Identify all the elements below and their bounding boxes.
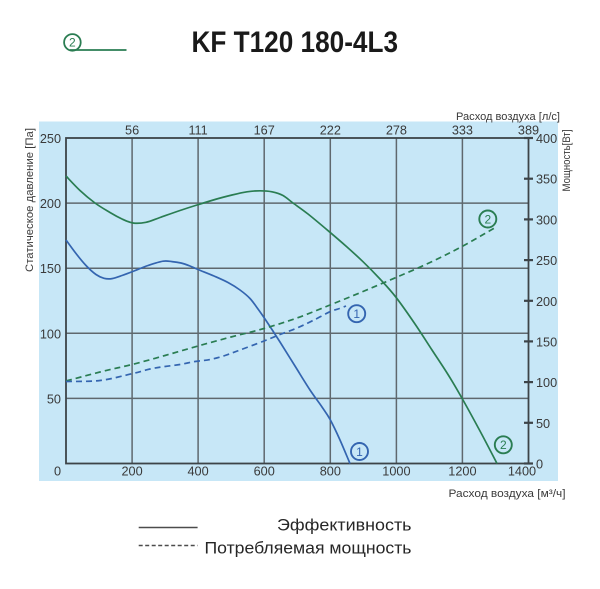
svg-text:250: 250: [536, 254, 557, 268]
svg-text:800: 800: [320, 465, 341, 479]
svg-text:Статическое давление [Па]: Статическое давление [Па]: [24, 128, 36, 272]
svg-text:400: 400: [536, 132, 557, 146]
svg-text:1400: 1400: [508, 465, 536, 479]
svg-text:333: 333: [452, 123, 473, 137]
svg-text:1: 1: [356, 445, 363, 459]
svg-text:1200: 1200: [448, 465, 476, 479]
svg-text:Потребляемая мощность: Потребляемая мощность: [205, 538, 412, 557]
svg-text:250: 250: [40, 132, 61, 146]
svg-text:2: 2: [500, 438, 507, 452]
svg-text:Расход воздуха [м³/ч]: Расход воздуха [м³/ч]: [449, 488, 566, 500]
svg-text:0: 0: [54, 465, 61, 479]
svg-text:Расход воздуха [л/с]: Расход воздуха [л/с]: [456, 111, 560, 123]
svg-text:1: 1: [353, 307, 360, 321]
svg-text:0: 0: [536, 458, 543, 472]
svg-text:400: 400: [188, 465, 209, 479]
svg-text:200: 200: [122, 465, 143, 479]
svg-text:2: 2: [69, 36, 76, 50]
svg-text:KF T120 180-4L3: KF T120 180-4L3: [192, 26, 399, 59]
svg-text:150: 150: [536, 335, 557, 349]
svg-text:200: 200: [536, 295, 557, 309]
svg-text:300: 300: [536, 213, 557, 227]
svg-text:2: 2: [484, 212, 491, 226]
svg-text:100: 100: [40, 327, 61, 341]
svg-text:278: 278: [386, 123, 407, 137]
svg-text:56: 56: [125, 123, 139, 137]
svg-text:111: 111: [188, 123, 207, 137]
svg-text:600: 600: [254, 465, 275, 479]
svg-text:50: 50: [47, 392, 61, 406]
svg-text:222: 222: [320, 123, 341, 137]
svg-text:167: 167: [254, 123, 275, 137]
svg-text:1000: 1000: [382, 465, 410, 479]
svg-text:50: 50: [536, 417, 550, 431]
svg-text:Эффективность: Эффективность: [277, 516, 412, 535]
svg-text:100: 100: [536, 376, 557, 390]
svg-text:350: 350: [536, 173, 557, 187]
svg-text:389: 389: [518, 123, 539, 137]
svg-text:200: 200: [40, 197, 61, 211]
svg-text:Мощность[Вт]: Мощность[Вт]: [561, 130, 573, 192]
svg-text:150: 150: [40, 262, 61, 276]
